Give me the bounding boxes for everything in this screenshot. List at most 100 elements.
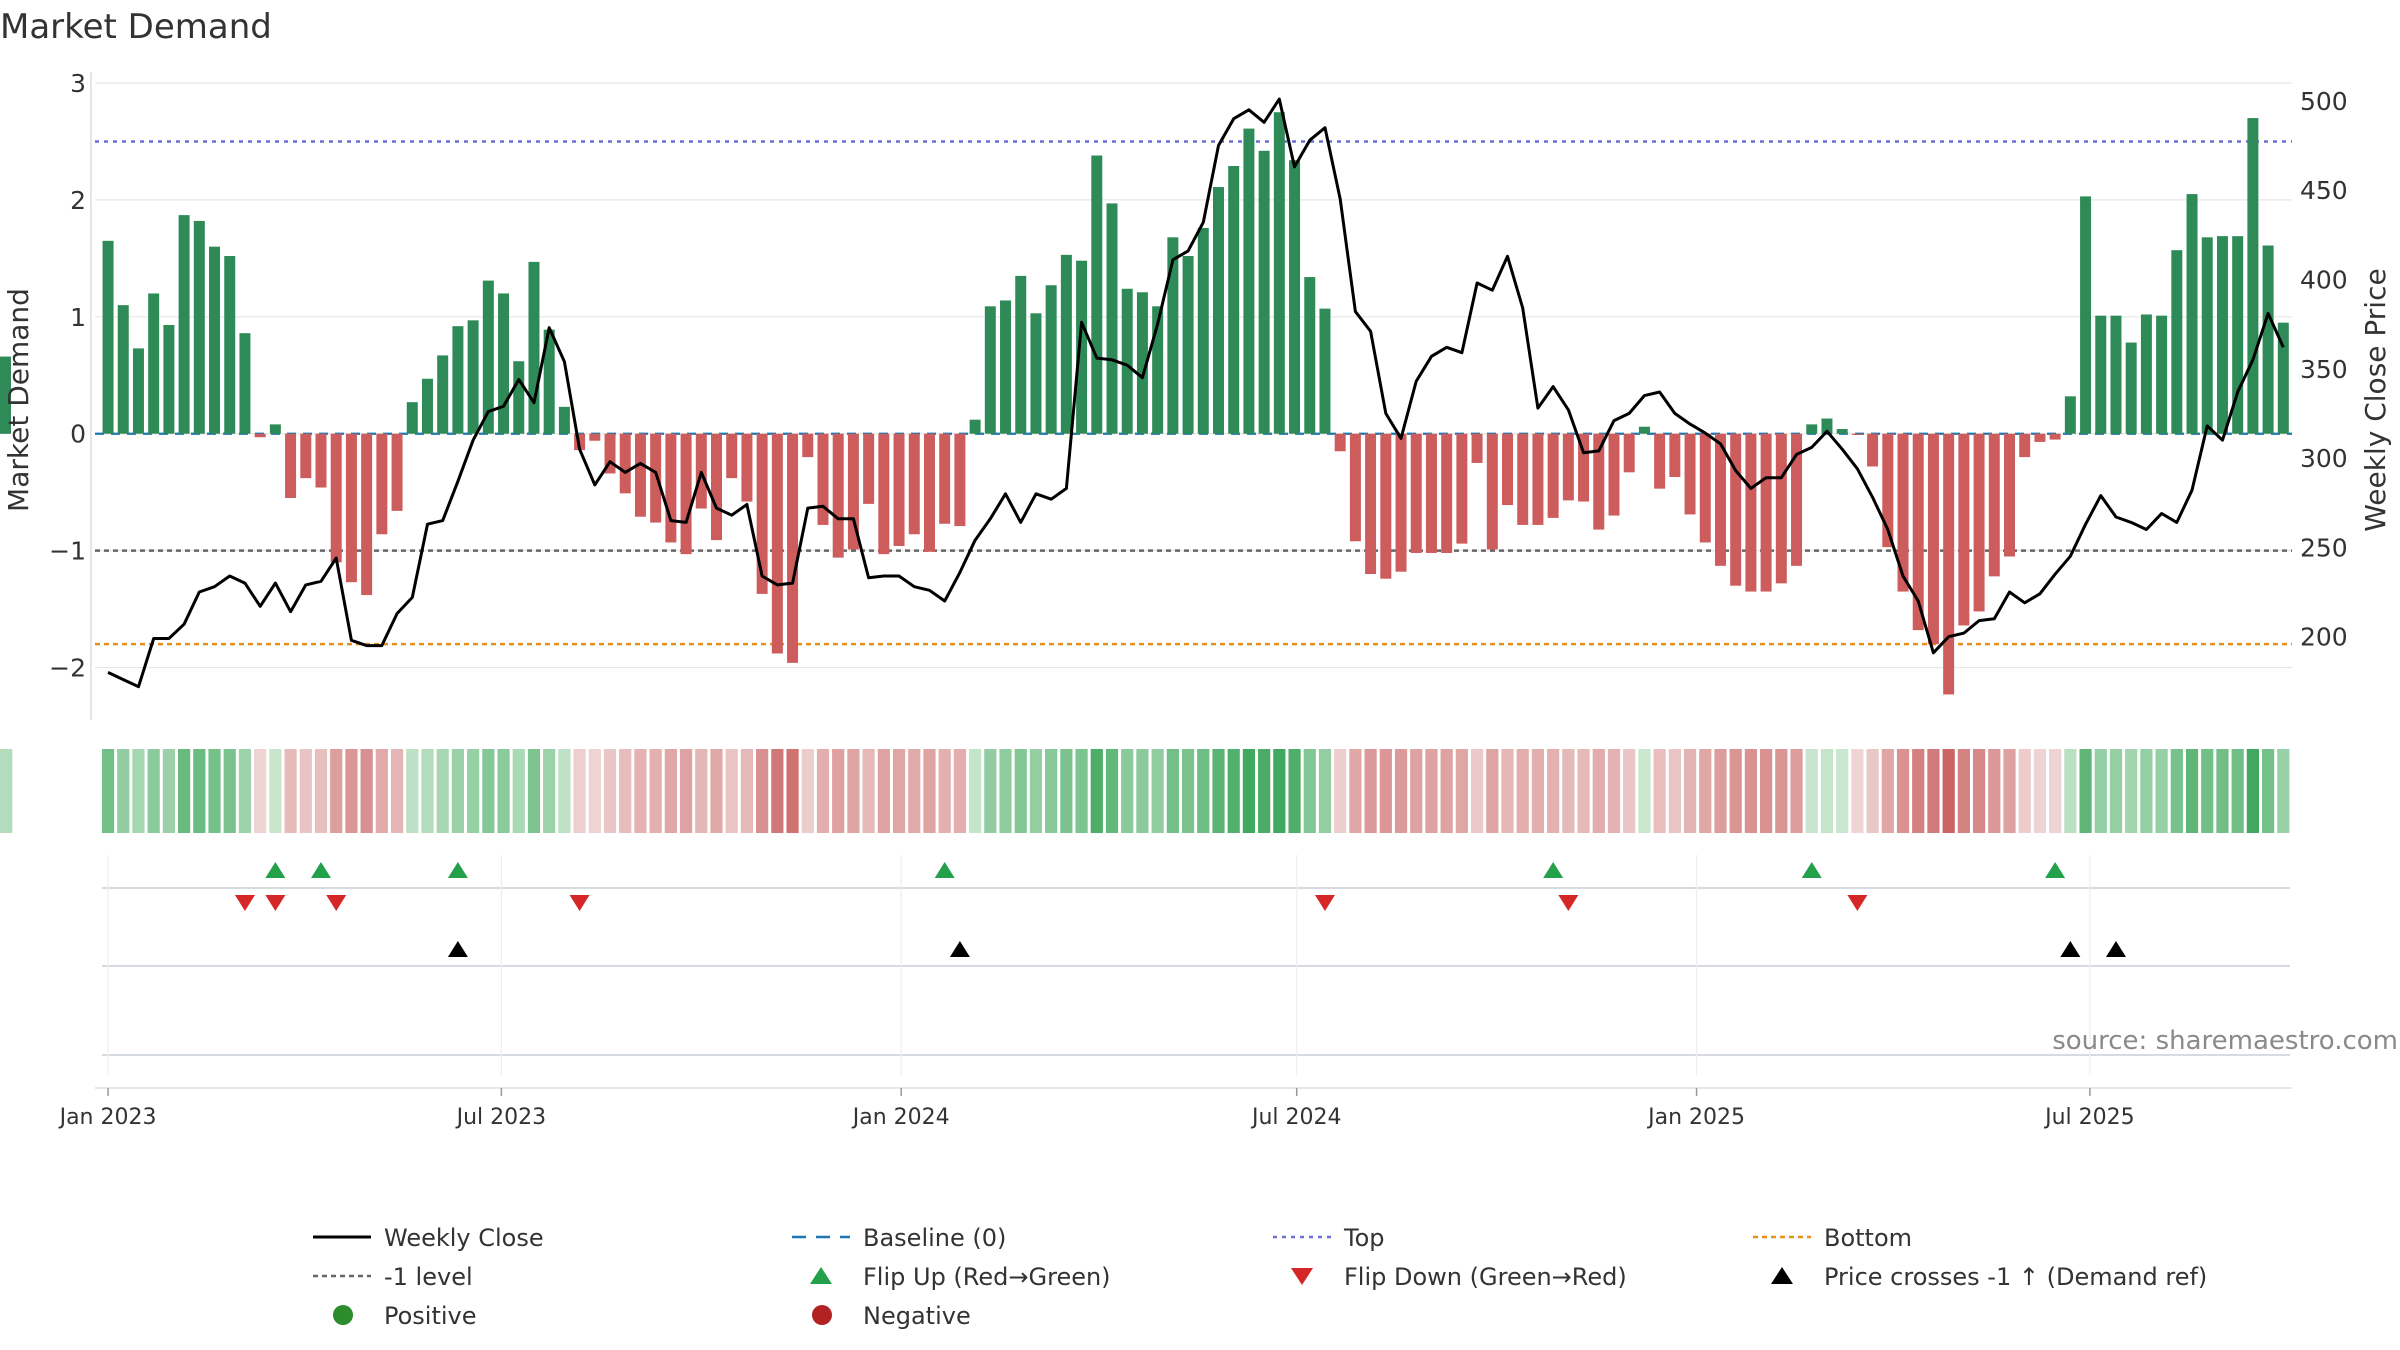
heat-cell bbox=[421, 749, 434, 833]
x-tick-label: Jul 2025 bbox=[2043, 1105, 2135, 1130]
heat-cell bbox=[1927, 749, 1940, 833]
y-tick-label-right: 300 bbox=[2300, 444, 2348, 473]
heat-cell bbox=[2033, 749, 2047, 833]
heat-cell bbox=[269, 749, 282, 833]
legend-item-flip-up: Flip Up (Red→Green) bbox=[810, 1263, 1111, 1291]
heat-cell bbox=[1531, 749, 1545, 833]
heat-cell bbox=[1045, 749, 1058, 833]
heat-cell bbox=[482, 749, 495, 833]
flip-down-marker bbox=[234, 895, 255, 911]
legend-label: Top bbox=[1343, 1224, 1385, 1252]
heat-cell bbox=[1440, 749, 1453, 833]
heat-cell bbox=[1744, 749, 1758, 833]
demand-heat-strip bbox=[0, 749, 2290, 833]
demand-bar bbox=[1684, 433, 1696, 515]
flip-up-marker bbox=[934, 862, 955, 878]
demand-bar bbox=[2019, 433, 2031, 458]
demand-bar bbox=[406, 402, 418, 434]
y-tick-label-left: 2 bbox=[70, 186, 86, 215]
legend-label: Baseline (0) bbox=[863, 1224, 1006, 1252]
demand-bar bbox=[1912, 433, 1924, 631]
demand-bar bbox=[498, 293, 510, 434]
demand-bar bbox=[285, 433, 297, 499]
demand-bar bbox=[1045, 285, 1057, 434]
demand-bar bbox=[1517, 433, 1529, 525]
heat-cell bbox=[1942, 749, 1955, 833]
flip-up-marker bbox=[1543, 862, 1564, 878]
x-tick-label: Jul 2024 bbox=[1250, 1105, 1342, 1130]
heat-cell bbox=[1607, 749, 1621, 833]
flip-up-marker bbox=[265, 862, 286, 878]
demand-bar bbox=[1502, 433, 1514, 506]
heat-cell bbox=[345, 749, 358, 833]
legend-label: Negative bbox=[863, 1302, 971, 1330]
y-tick-label-left: −2 bbox=[49, 654, 86, 683]
heat-cell bbox=[147, 749, 160, 833]
heat-cell bbox=[1820, 749, 1834, 833]
heat-cell bbox=[1105, 749, 1119, 833]
demand-bar bbox=[224, 256, 236, 434]
demand-bar bbox=[1699, 433, 1711, 543]
chart-title: Market Demand bbox=[0, 7, 272, 47]
demand-bar bbox=[2171, 250, 2183, 434]
demand-bar bbox=[680, 433, 692, 555]
y-tick-label-right: 400 bbox=[2300, 265, 2348, 294]
legend-label: -1 level bbox=[384, 1263, 473, 1291]
heat-cell bbox=[2261, 749, 2275, 833]
demand-bar bbox=[1273, 112, 1285, 434]
heat-cell bbox=[649, 749, 662, 833]
heat-cell bbox=[1075, 749, 1088, 833]
demand-bar bbox=[817, 433, 829, 525]
demand-bar bbox=[893, 433, 905, 546]
heat-cell bbox=[1136, 749, 1149, 833]
demand-bar bbox=[1425, 433, 1437, 553]
heat-cell bbox=[1379, 749, 1392, 833]
demand-bar bbox=[1212, 187, 1224, 434]
heat-cell bbox=[1972, 749, 1986, 833]
heat-cell bbox=[1957, 749, 1970, 833]
heat-cell bbox=[1273, 749, 1286, 833]
demand-bar bbox=[1106, 203, 1118, 434]
heat-cell bbox=[497, 749, 510, 833]
heat-cell bbox=[740, 749, 754, 833]
heat-cell bbox=[2049, 749, 2062, 833]
demand-bar bbox=[330, 433, 342, 563]
heat-cell bbox=[588, 749, 601, 833]
demand-bar bbox=[1760, 433, 1772, 592]
heat-cell bbox=[527, 749, 541, 833]
demand-bar bbox=[1669, 433, 1681, 477]
demand-bar bbox=[300, 433, 312, 479]
heat-cell bbox=[2064, 749, 2077, 833]
legend-label: Flip Down (Green→Red) bbox=[1344, 1263, 1627, 1291]
demand-bar bbox=[1121, 288, 1133, 434]
heat-cell bbox=[1227, 749, 1240, 833]
demand-bar bbox=[2216, 236, 2228, 434]
demand-bar bbox=[2095, 315, 2107, 434]
legend-label: Price crosses -1 ↑ (Demand ref) bbox=[1824, 1263, 2207, 1291]
heat-cell bbox=[1805, 749, 1818, 833]
heat-cell bbox=[1060, 749, 1073, 833]
heat-cell bbox=[984, 749, 997, 833]
flip-down-marker bbox=[1558, 895, 1579, 911]
demand-bar bbox=[558, 406, 570, 434]
demand-bar bbox=[1030, 313, 1042, 434]
demand-bar bbox=[969, 419, 981, 434]
heat-cell bbox=[1623, 749, 1636, 833]
demand-bar bbox=[1015, 275, 1027, 434]
demand-bar bbox=[847, 433, 859, 550]
demand-bar bbox=[1988, 433, 2000, 577]
demand-bar bbox=[1654, 433, 1666, 489]
heat-cell bbox=[1303, 749, 1316, 833]
demand-bar bbox=[452, 326, 464, 434]
demand-bar bbox=[2247, 118, 2259, 434]
legend: Weekly Close Baseline (0) Top Bottom -1 leve… bbox=[313, 1224, 2207, 1330]
demand-bar bbox=[1532, 433, 1544, 525]
demand-bar bbox=[1623, 433, 1635, 473]
heat-cell bbox=[1638, 749, 1651, 833]
heat-cell bbox=[877, 749, 890, 833]
demand-bar bbox=[1441, 433, 1453, 553]
x-tick-label: Jan 2025 bbox=[1646, 1105, 1745, 1130]
demand-bar bbox=[2262, 245, 2274, 434]
flip-up-marker bbox=[1801, 862, 1822, 878]
heat-cell bbox=[1486, 749, 1499, 833]
